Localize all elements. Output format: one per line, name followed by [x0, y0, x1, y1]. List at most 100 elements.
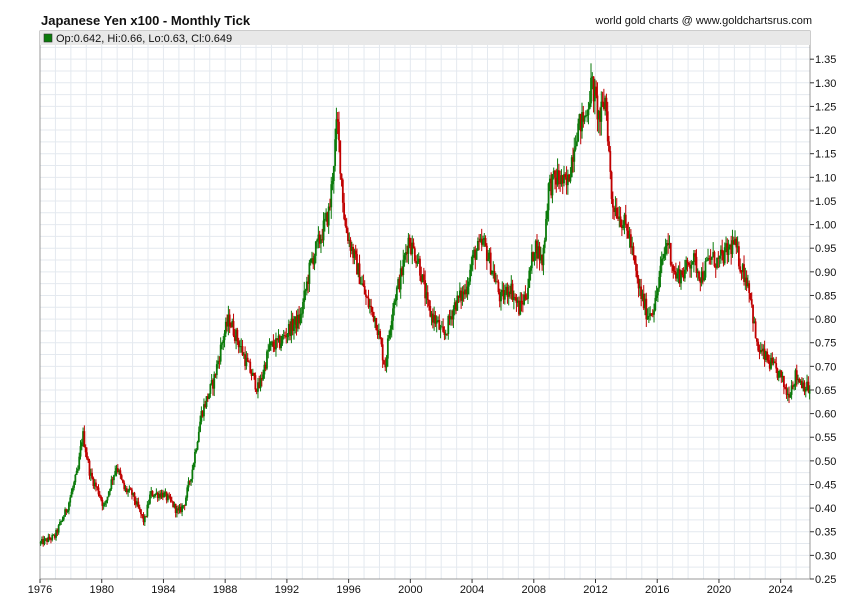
y-tick-label: 1.35 — [815, 54, 836, 66]
ohlc-bar — [259, 374, 262, 392]
ohlc-bar — [521, 294, 524, 313]
ohlc-body — [268, 345, 271, 351]
ohlc-body — [295, 316, 298, 329]
ohlc-body — [507, 291, 510, 297]
ohlc-bar — [191, 464, 194, 483]
ohlc-body — [681, 270, 684, 275]
ohlc-bar — [671, 261, 673, 273]
ohlc-bar — [564, 172, 567, 180]
ohlc-bar — [174, 503, 177, 518]
ohlc-bar — [429, 300, 432, 318]
ohlc-body — [425, 292, 428, 299]
ohlc-body — [584, 115, 587, 117]
ohlc-bar — [546, 203, 549, 226]
ohlc-body — [77, 468, 79, 471]
ohlc-bar — [444, 329, 447, 340]
ohlc-body — [673, 270, 676, 273]
ohlc-bar — [248, 360, 250, 363]
ohlc-body — [280, 343, 283, 349]
ohlc-bar — [573, 137, 576, 173]
ohlc-bar — [151, 490, 154, 497]
ohlc-bar — [762, 344, 765, 360]
ohlc-bar — [802, 378, 805, 392]
ohlc-bar — [664, 238, 667, 261]
ohlc-body — [313, 255, 316, 265]
ohlc-body — [766, 351, 769, 361]
ohlc-bar — [158, 490, 160, 501]
ohlc-body — [635, 263, 637, 271]
ohlc-bar — [542, 244, 545, 276]
ohlc-bar — [244, 346, 247, 371]
ohlc-bar — [84, 444, 87, 458]
ohlc-bar — [293, 315, 295, 340]
ohlc-bar — [115, 464, 118, 477]
legend-swatch — [43, 33, 53, 43]
ohlc-bar — [638, 279, 641, 296]
ohlc-bar — [380, 337, 383, 347]
y-tick-label: 1.30 — [815, 78, 836, 90]
ohlc-bar — [770, 352, 772, 370]
ohlc-bar — [381, 337, 384, 368]
ohlc-body — [722, 253, 725, 264]
ohlc-body — [146, 504, 149, 517]
ohlc-bar — [372, 311, 375, 323]
ohlc-bar — [681, 268, 684, 278]
ohlc-bar — [626, 223, 628, 239]
ohlc-bar — [570, 155, 573, 178]
ohlc-body — [488, 252, 491, 260]
ohlc-bar — [422, 267, 425, 285]
ohlc-bar — [474, 245, 477, 270]
ohlc-body — [551, 174, 554, 196]
ohlc-body — [770, 357, 772, 369]
ohlc-bar — [515, 293, 518, 312]
ohlc-bar — [637, 275, 640, 298]
ohlc-bar — [516, 296, 519, 307]
ohlc-body — [611, 198, 614, 208]
ohlc-body — [725, 243, 727, 248]
ohlc-body — [254, 375, 257, 390]
ohlc-bar — [581, 102, 583, 139]
ohlc-body — [631, 246, 634, 248]
ohlc-body — [689, 265, 691, 269]
ohlc-body — [86, 452, 88, 459]
ohlc-body — [633, 255, 636, 264]
ohlc-bar — [232, 313, 235, 338]
ohlc-bar — [196, 440, 199, 451]
ohlc-bar — [582, 105, 585, 128]
ohlc-body — [556, 170, 559, 185]
ohlc-body — [300, 313, 303, 315]
ohlc-body — [190, 479, 192, 482]
ohlc-bar — [551, 174, 554, 204]
ohlc-bar — [606, 101, 609, 146]
ohlc-body — [654, 297, 657, 311]
ohlc-body — [119, 470, 122, 476]
ohlc-bar — [677, 265, 680, 284]
ohlc-body — [785, 388, 788, 395]
ohlc-bar — [330, 176, 333, 219]
ohlc-body — [331, 180, 334, 185]
ohlc-bar — [329, 198, 331, 211]
ohlc-body — [591, 76, 594, 78]
ohlc-bar — [672, 264, 675, 279]
ohlc-body — [111, 479, 114, 481]
ohlc-bar — [470, 256, 473, 277]
ohlc-body — [745, 277, 748, 287]
ohlc-bar — [280, 335, 283, 352]
ohlc-bar — [321, 228, 324, 243]
ohlc-body — [717, 257, 720, 259]
ohlc-bar — [793, 383, 796, 391]
ohlc-bar — [628, 226, 631, 248]
ohlc-bar — [578, 113, 581, 131]
ohlc-bar — [539, 246, 542, 264]
ohlc-body — [572, 157, 574, 162]
ohlc-bar — [577, 118, 580, 143]
ohlc-bar — [199, 415, 201, 433]
ohlc-body — [624, 214, 627, 224]
ohlc-body — [447, 316, 450, 335]
ohlc-bar — [309, 258, 312, 266]
ohlc-bar — [803, 380, 806, 396]
ohlc-body — [196, 441, 199, 450]
ohlc-bar — [557, 163, 560, 190]
ohlc-bar — [610, 170, 613, 204]
ohlc-body — [758, 350, 761, 353]
